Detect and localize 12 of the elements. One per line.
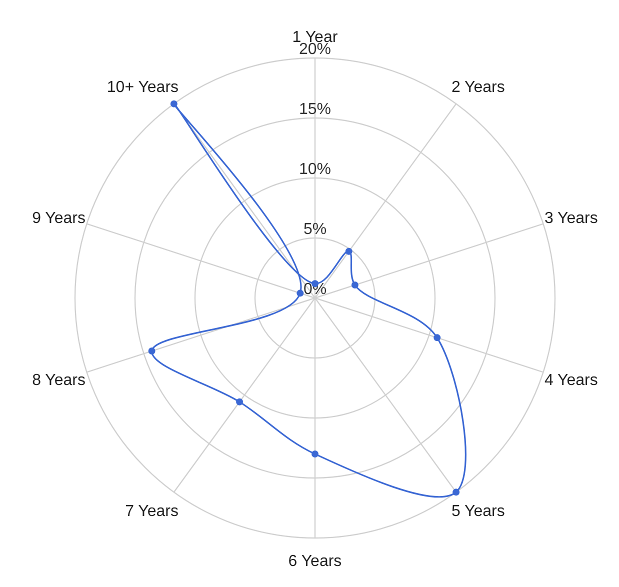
spoke-label: 6 Years <box>288 553 342 570</box>
spoke-label: 10+ Years <box>106 79 179 96</box>
y-tick-label: 10% <box>298 161 332 178</box>
spoke-label: 8 Years <box>32 372 86 389</box>
y-tick-label: 5% <box>303 221 327 238</box>
spoke-label: 4 Years <box>544 372 598 389</box>
spoke-label: 3 Years <box>544 210 598 228</box>
spoke-label: 7 Years <box>125 502 179 520</box>
spoke-label: 2 Years <box>451 79 505 96</box>
y-tick-label: 15% <box>298 101 332 118</box>
spoke-label: 5 Years <box>451 502 505 520</box>
spoke-label: 9 Years <box>32 210 86 228</box>
